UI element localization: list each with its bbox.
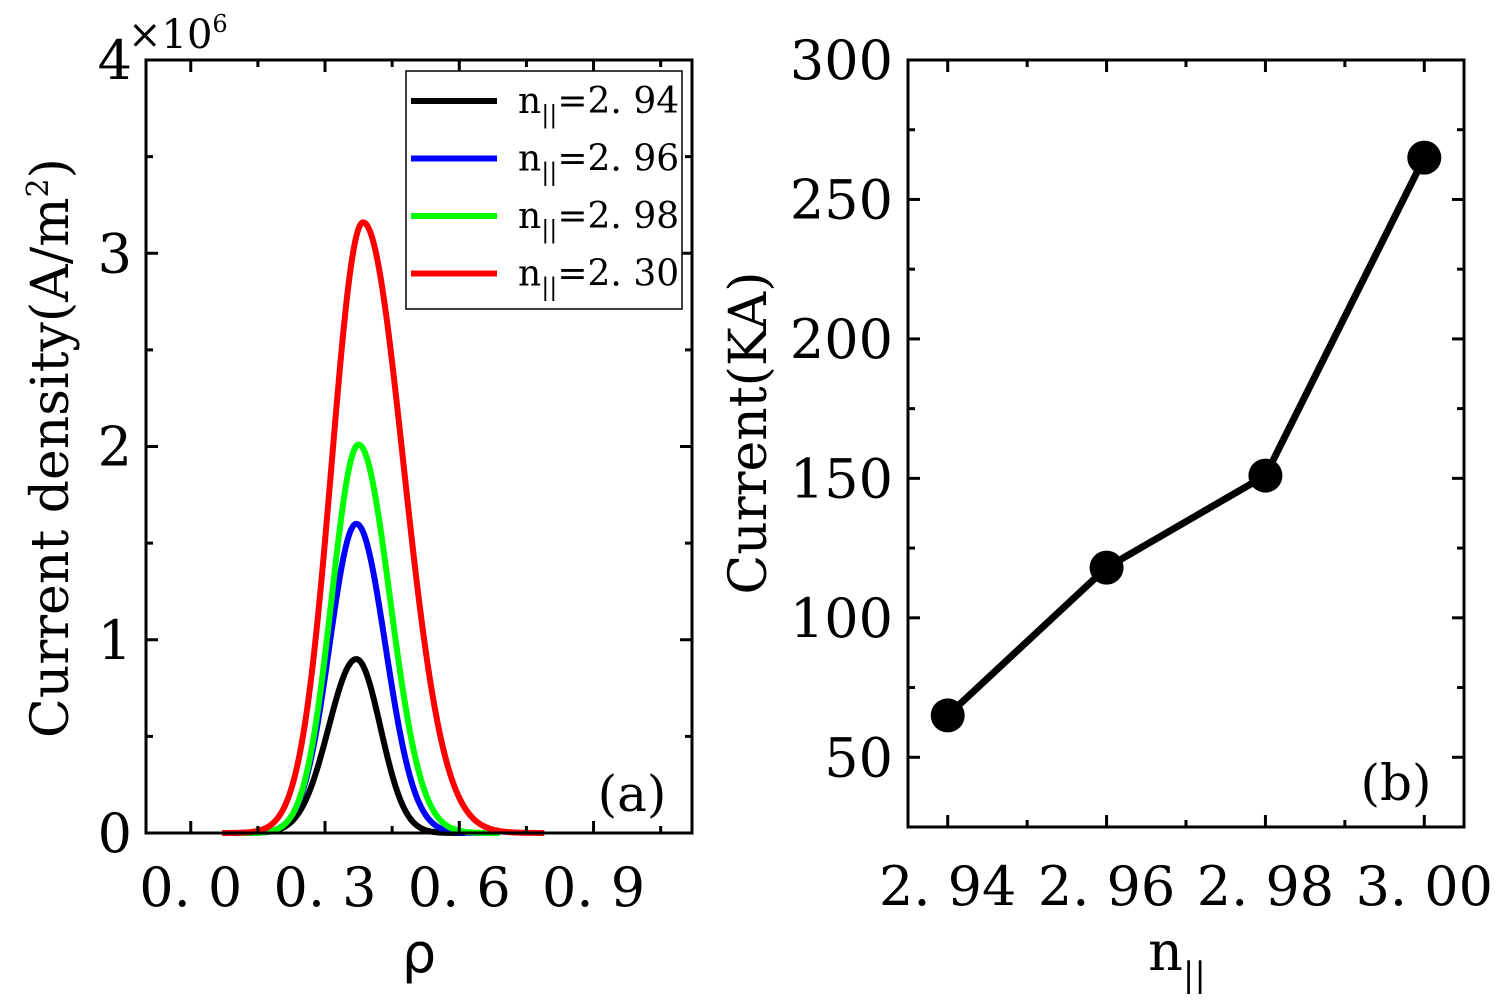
x-tick-label: 2. 94 <box>879 855 1016 918</box>
panel-b-x-axis-label: n|| <box>1148 920 1206 995</box>
panel-a-curves <box>220 219 547 836</box>
y-tick-label: 250 <box>790 168 893 231</box>
panel-a: 0. 0 0. 3 0. 6 0. 9 0 1 2 3 4 ×106 Current densi… <box>21 10 694 985</box>
legend-label-0: n||=2. 94 <box>518 81 679 130</box>
x-tick-label: 2. 96 <box>1038 855 1175 918</box>
panel-b-y-axis-label: Current(KA) <box>719 271 779 594</box>
y-tick-label: 50 <box>824 726 893 789</box>
y-tick-label: 200 <box>790 308 893 371</box>
x-tick-label: 0. 6 <box>408 856 511 919</box>
data-point-2 <box>1248 458 1283 493</box>
series-line-2 <box>235 441 502 836</box>
panel-a-label: (a) <box>598 765 667 823</box>
y-tick-label: 300 <box>790 29 893 92</box>
panel-b-tick-labels: 2. 94 2. 96 2. 98 3. 00 50 100 150 200 250 300 <box>790 29 1493 918</box>
x-tick-label: 0. 3 <box>273 856 376 919</box>
series-line <box>945 156 1428 718</box>
x-tick-label: 0. 9 <box>542 856 645 919</box>
panel-b-series <box>930 140 1442 733</box>
panel-a-multiplier: ×106 <box>128 10 228 58</box>
y-tick-label: 150 <box>790 447 893 510</box>
series-line-1 <box>233 520 490 836</box>
y-tick-label: 0 <box>98 802 132 865</box>
series-line-3 <box>220 219 547 836</box>
y-tick-label: 100 <box>790 587 893 650</box>
x-tick-label: 3. 00 <box>1356 855 1493 918</box>
legend-label-3: n||=2. 30 <box>518 254 679 303</box>
legend-label-2: n||=2. 98 <box>518 196 679 245</box>
panel-a-x-axis-label: ρ <box>402 922 436 985</box>
legend-label-1: n||=2. 96 <box>518 139 679 188</box>
panel-b-frame <box>906 58 1466 829</box>
legend: n||=2. 94 n||=2. 96 n||=2. 98 n||=2. 30 <box>405 70 683 310</box>
x-tick-label: 2. 98 <box>1197 855 1334 918</box>
data-point-3 <box>1407 140 1442 175</box>
panel-a-ticks <box>146 58 692 835</box>
legend-box <box>405 70 683 310</box>
panel-b-ticks <box>908 58 1464 827</box>
data-point-0 <box>930 698 965 733</box>
y-tick-label: 4 <box>98 29 132 92</box>
panel-a-y-axis-label: Current density(A/m2) <box>21 158 81 738</box>
y-tick-label: 1 <box>98 609 132 672</box>
y-tick-label: 2 <box>98 416 132 479</box>
panel-b: 2. 94 2. 96 2. 98 3. 00 50 100 150 200 250 300 Cu… <box>719 29 1493 995</box>
panel-b-label: (b) <box>1360 754 1431 812</box>
data-point-1 <box>1089 550 1124 585</box>
y-tick-label: 3 <box>98 222 132 285</box>
x-tick-label: 0. 0 <box>139 856 242 919</box>
panel-a-tick-labels: 0. 0 0. 3 0. 6 0. 9 0 1 2 3 4 <box>98 29 645 919</box>
